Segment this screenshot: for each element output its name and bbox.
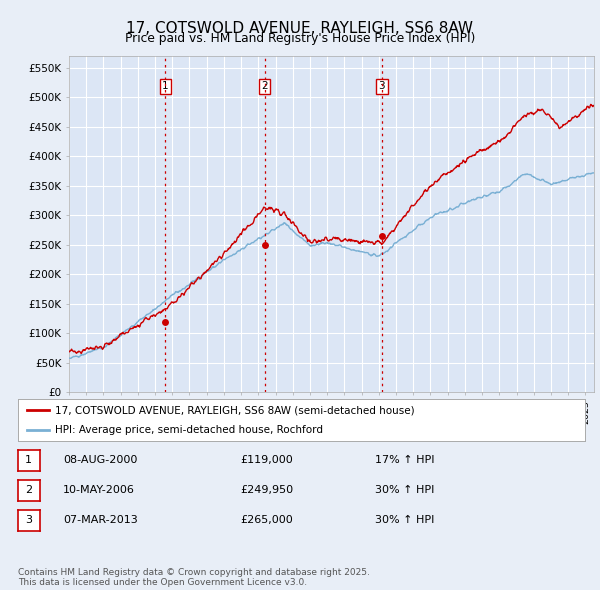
Text: 30% ↑ HPI: 30% ↑ HPI — [375, 486, 434, 495]
Text: 3: 3 — [379, 81, 385, 91]
Text: 1: 1 — [162, 81, 169, 91]
Text: 2: 2 — [25, 486, 32, 495]
Text: 07-MAR-2013: 07-MAR-2013 — [63, 516, 138, 525]
Text: 17, COTSWOLD AVENUE, RAYLEIGH, SS6 8AW: 17, COTSWOLD AVENUE, RAYLEIGH, SS6 8AW — [127, 21, 473, 35]
Text: HPI: Average price, semi-detached house, Rochford: HPI: Average price, semi-detached house,… — [55, 425, 323, 435]
Text: 1: 1 — [25, 455, 32, 465]
Text: Price paid vs. HM Land Registry's House Price Index (HPI): Price paid vs. HM Land Registry's House … — [125, 32, 475, 45]
Text: £249,950: £249,950 — [240, 486, 293, 495]
Text: 17% ↑ HPI: 17% ↑ HPI — [375, 455, 434, 465]
Text: 2: 2 — [261, 81, 268, 91]
Text: 3: 3 — [25, 516, 32, 525]
Text: £265,000: £265,000 — [240, 516, 293, 525]
Text: 30% ↑ HPI: 30% ↑ HPI — [375, 516, 434, 525]
Text: 08-AUG-2000: 08-AUG-2000 — [63, 455, 137, 465]
Text: 17, COTSWOLD AVENUE, RAYLEIGH, SS6 8AW (semi-detached house): 17, COTSWOLD AVENUE, RAYLEIGH, SS6 8AW (… — [55, 405, 415, 415]
Text: 10-MAY-2006: 10-MAY-2006 — [63, 486, 135, 495]
Text: Contains HM Land Registry data © Crown copyright and database right 2025.
This d: Contains HM Land Registry data © Crown c… — [18, 568, 370, 587]
Text: £119,000: £119,000 — [240, 455, 293, 465]
